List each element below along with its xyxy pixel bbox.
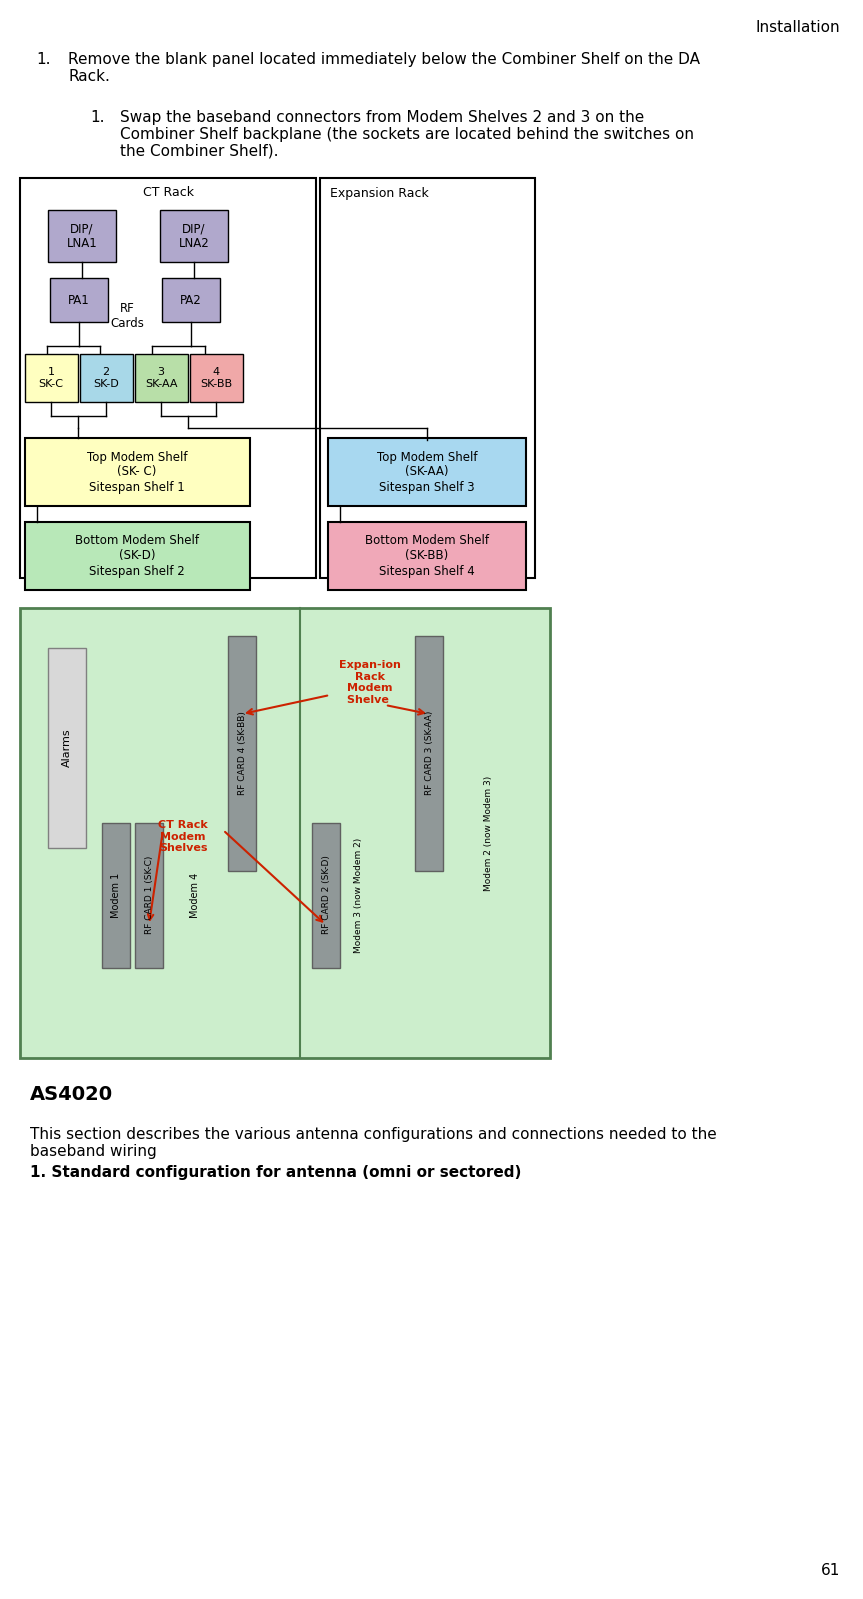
Text: 1
SK-C: 1 SK-C	[39, 368, 64, 389]
Bar	[25, 521, 250, 590]
Text: RF CARD 2 (SK-D): RF CARD 2 (SK-D)	[322, 855, 331, 934]
Text: Swap the baseband connectors from Modem Shelves 2 and 3 on the: Swap the baseband connectors from Modem …	[120, 110, 645, 125]
Bar	[190, 353, 243, 401]
Bar	[80, 353, 133, 401]
Bar	[160, 209, 228, 262]
Text: RF CARD 4 (SK-BB): RF CARD 4 (SK-BB)	[237, 712, 247, 795]
Bar	[48, 648, 86, 847]
Text: baseband wiring: baseband wiring	[30, 1143, 157, 1159]
Text: Modem 3 (now Modem 2): Modem 3 (now Modem 2)	[354, 838, 362, 953]
Bar	[20, 608, 550, 1059]
Bar	[25, 438, 250, 505]
Bar	[328, 438, 526, 505]
Bar	[135, 353, 188, 401]
Text: Combiner Shelf backplane (the sockets are located behind the switches on: Combiner Shelf backplane (the sockets ar…	[120, 126, 694, 142]
Bar	[25, 353, 78, 401]
Bar	[328, 521, 526, 590]
Text: Top Modem Shelf
(SK-AA)
Sitespan Shelf 3: Top Modem Shelf (SK-AA) Sitespan Shelf 3	[377, 451, 477, 494]
Text: Bottom Modem Shelf
(SK-D)
Sitespan Shelf 2: Bottom Modem Shelf (SK-D) Sitespan Shelf…	[75, 534, 199, 577]
Text: 1.: 1.	[36, 53, 51, 67]
Bar	[162, 278, 220, 321]
Text: CT Rack
Modem
Shelves: CT Rack Modem Shelves	[158, 820, 208, 854]
Bar	[415, 636, 443, 871]
Text: Rack.: Rack.	[68, 69, 110, 85]
Text: 1.: 1.	[90, 110, 104, 125]
Bar	[228, 636, 256, 871]
Bar	[312, 823, 340, 967]
Text: Modem 2 (now Modem 3): Modem 2 (now Modem 3)	[483, 776, 493, 891]
Text: Installation: Installation	[755, 21, 840, 35]
Text: AS4020: AS4020	[30, 1086, 113, 1103]
Text: Modem 1: Modem 1	[111, 873, 121, 918]
Bar	[135, 823, 163, 967]
Bar	[48, 209, 116, 262]
Text: Top Modem Shelf
(SK- C)
Sitespan Shelf 1: Top Modem Shelf (SK- C) Sitespan Shelf 1	[87, 451, 187, 494]
Bar	[102, 823, 130, 967]
Text: CT Rack: CT Rack	[142, 187, 193, 200]
Text: Expansion Rack: Expansion Rack	[330, 187, 429, 200]
Bar	[320, 177, 535, 577]
Text: Bottom Modem Shelf
(SK-BB)
Sitespan Shelf 4: Bottom Modem Shelf (SK-BB) Sitespan Shel…	[365, 534, 489, 577]
Text: the Combiner Shelf).: the Combiner Shelf).	[120, 144, 279, 158]
Text: 1. Standard configuration for antenna (omni or sectored): 1. Standard configuration for antenna (o…	[30, 1166, 521, 1180]
Text: Modem 4: Modem 4	[190, 873, 200, 918]
Text: RF CARD 3 (SK-AA): RF CARD 3 (SK-AA)	[425, 712, 433, 795]
Text: RF CARD 1 (SK-C): RF CARD 1 (SK-C)	[144, 855, 154, 934]
Text: Remove the blank panel located immediately below the Combiner Shelf on the DA: Remove the blank panel located immediate…	[68, 53, 700, 67]
Bar	[20, 177, 316, 577]
Text: RF
Cards: RF Cards	[110, 302, 144, 329]
Text: Expan­ion
Rack
Modem
Shelve: Expan­ion Rack Modem Shelve	[339, 660, 401, 705]
Text: PA1: PA1	[68, 294, 90, 307]
Text: PA2: PA2	[180, 294, 202, 307]
Text: Alarms: Alarms	[62, 729, 72, 768]
Text: DIP/
LNA2: DIP/ LNA2	[179, 222, 210, 249]
Bar	[50, 278, 108, 321]
Text: 3
SK-AA: 3 SK-AA	[145, 368, 177, 389]
Text: DIP/
LNA1: DIP/ LNA1	[66, 222, 98, 249]
Text: 4
SK-BB: 4 SK-BB	[200, 368, 232, 389]
Text: 61: 61	[821, 1562, 840, 1578]
Text: This section describes the various antenna configurations and connections needed: This section describes the various anten…	[30, 1127, 717, 1142]
Text: 2
SK-D: 2 SK-D	[93, 368, 119, 389]
